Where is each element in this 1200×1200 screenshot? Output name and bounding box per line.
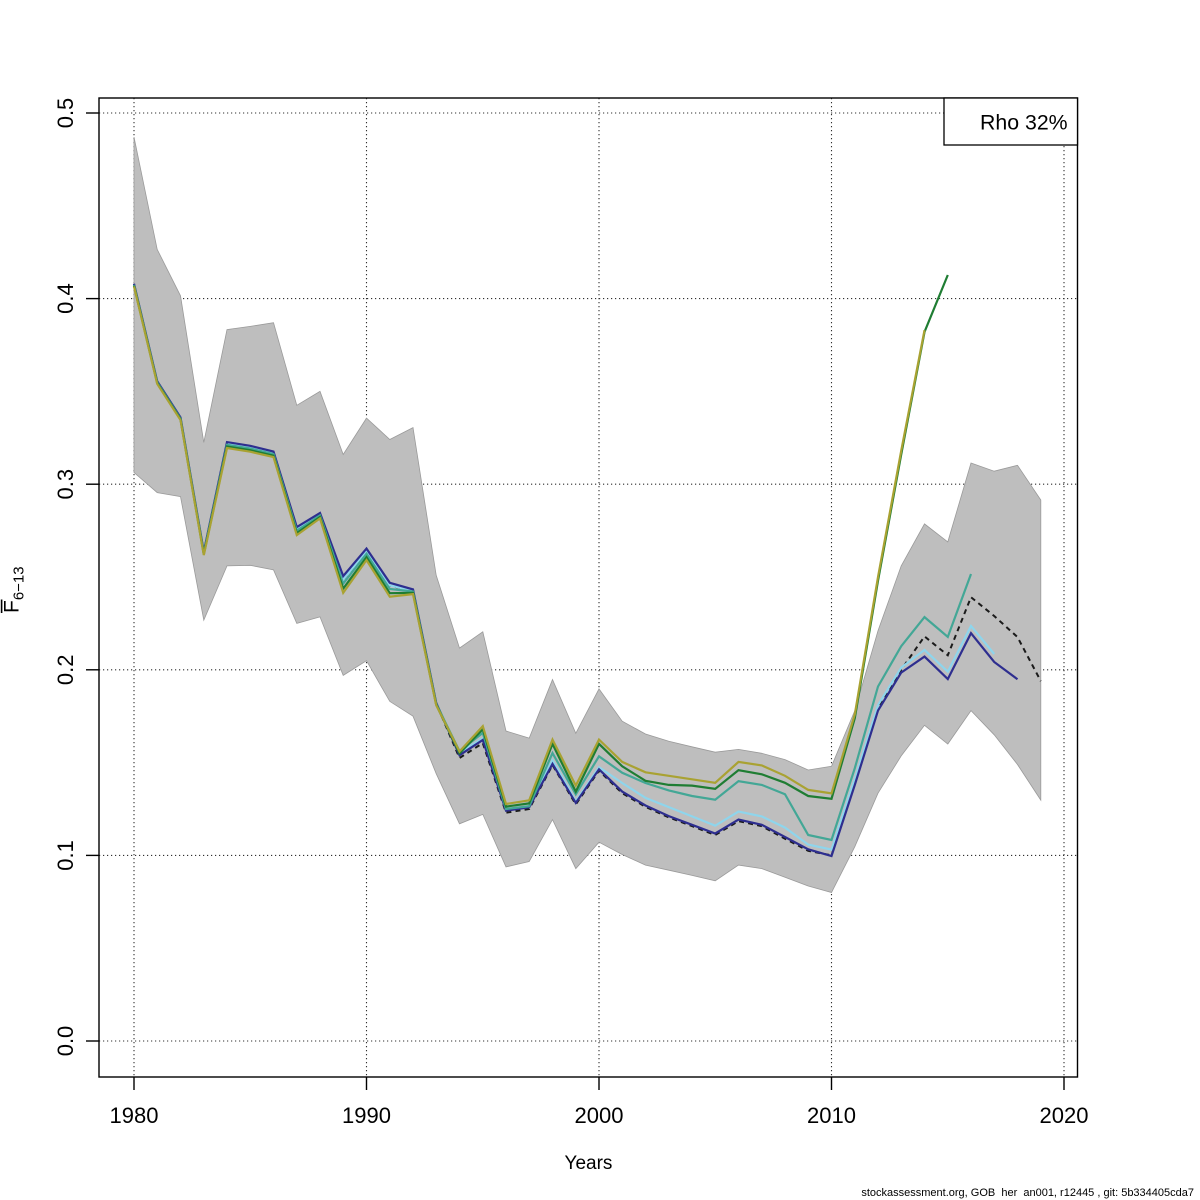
svg-text:0.1: 0.1 xyxy=(53,840,78,871)
svg-text:1990: 1990 xyxy=(342,1103,391,1128)
svg-text:1980: 1980 xyxy=(110,1103,159,1128)
svg-text:0.4: 0.4 xyxy=(53,283,78,314)
svg-text:2020: 2020 xyxy=(1040,1103,1089,1128)
svg-text:2010: 2010 xyxy=(807,1103,856,1128)
svg-text:0.2: 0.2 xyxy=(53,655,78,686)
svg-text:Rho 32%: Rho 32% xyxy=(980,111,1068,135)
svg-text:0.5: 0.5 xyxy=(53,98,78,129)
svg-text:0.0: 0.0 xyxy=(53,1026,78,1057)
svg-text:Years: Years xyxy=(565,1153,613,1174)
svg-text:stockassessment.org, GOB her: stockassessment.org, GOB her an001, r124… xyxy=(861,1187,1194,1199)
svg-text:0.3: 0.3 xyxy=(53,469,78,500)
svg-text:2000: 2000 xyxy=(575,1103,624,1128)
